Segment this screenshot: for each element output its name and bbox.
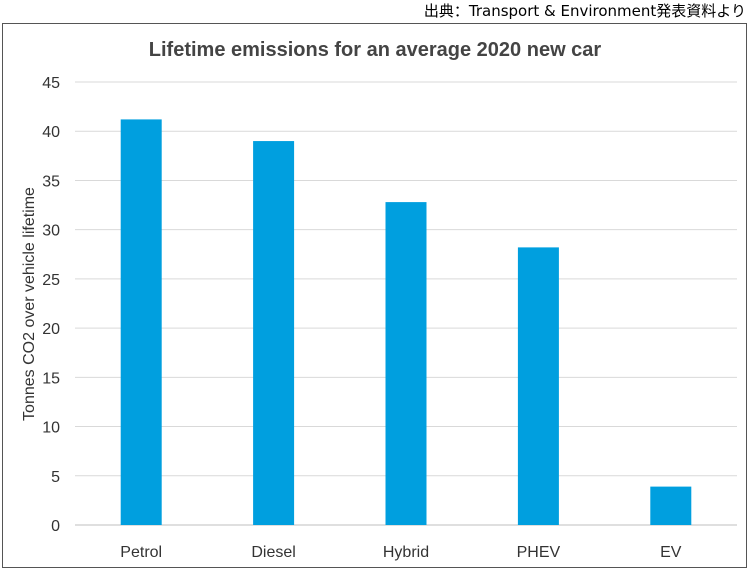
y-tick-label: 45 bbox=[42, 75, 60, 92]
y-tick-label: 10 bbox=[42, 420, 60, 437]
y-tick-label: 20 bbox=[42, 321, 60, 338]
x-tick-label: PHEV bbox=[517, 544, 561, 561]
y-tick-label: 35 bbox=[42, 173, 60, 190]
bar-ev bbox=[650, 486, 692, 525]
bar-diesel bbox=[253, 141, 295, 526]
x-tick-label: EV bbox=[660, 544, 682, 561]
bars bbox=[120, 119, 692, 526]
chart-title: Lifetime emissions for an average 2020 n… bbox=[149, 39, 602, 61]
bar-phev bbox=[517, 247, 559, 526]
bar-hybrid bbox=[385, 202, 427, 525]
source-note: 出典：Transport & Environment発表資料より bbox=[423, 2, 746, 20]
x-tick-labels: Petrol Diesel Hybrid PHEV EV bbox=[120, 544, 681, 561]
chart-frame bbox=[2, 23, 747, 568]
x-tick-label: Diesel bbox=[251, 544, 295, 561]
bar-petrol bbox=[120, 119, 162, 526]
y-tick-label: 30 bbox=[42, 223, 60, 240]
y-tick-label: 40 bbox=[42, 124, 60, 141]
y-tick-label: 15 bbox=[42, 370, 60, 387]
x-tick-label: Petrol bbox=[120, 544, 162, 561]
y-tick-labels: 0 5 10 15 20 25 30 35 40 45 bbox=[42, 75, 60, 535]
y-tick-label: 25 bbox=[42, 272, 60, 289]
y-tick-label: 5 bbox=[51, 469, 60, 486]
x-tick-label: Hybrid bbox=[383, 544, 429, 561]
y-tick-label: 0 bbox=[51, 518, 60, 535]
y-axis-label: Tonnes CO2 over vehicle lifetime bbox=[21, 187, 38, 421]
